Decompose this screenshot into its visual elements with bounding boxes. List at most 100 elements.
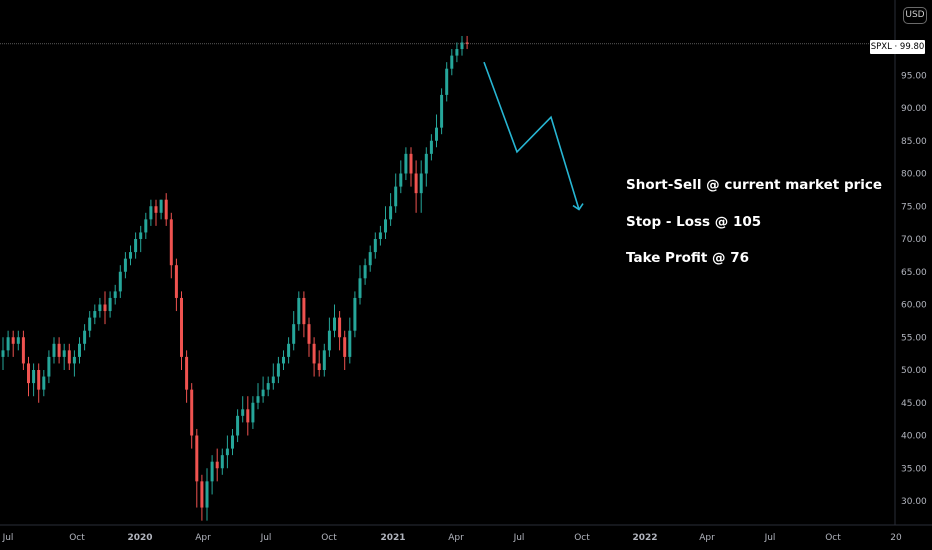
candle — [373, 232, 377, 259]
candle — [6, 330, 10, 357]
annotation-take-profit: Take Profit @ 76 — [626, 250, 750, 266]
candle-body — [292, 324, 296, 344]
candle — [103, 291, 107, 325]
y-tick-label: 30.00 — [901, 497, 927, 507]
candle-body — [88, 317, 92, 331]
x-tick-label: 2022 — [632, 533, 657, 543]
candle-body — [159, 199, 163, 213]
candle-body — [424, 153, 428, 174]
candle — [205, 468, 209, 521]
projection-line — [483, 61, 580, 210]
candle — [220, 448, 224, 475]
candle — [88, 311, 92, 338]
candle — [231, 428, 234, 456]
candle — [246, 396, 250, 436]
candle — [419, 160, 423, 213]
candle-body — [261, 389, 265, 397]
candle-body — [27, 363, 30, 384]
candle — [384, 206, 387, 239]
candle — [144, 212, 148, 239]
candle — [404, 147, 408, 181]
candle-body — [21, 337, 25, 364]
candle-body — [297, 297, 301, 325]
candle-body — [241, 409, 245, 416]
candle-body — [394, 186, 398, 207]
candle-body — [271, 376, 275, 384]
candle — [251, 396, 255, 429]
candle-body — [113, 291, 117, 298]
candle-body — [123, 258, 127, 272]
candle-body — [363, 265, 367, 279]
candle-body — [251, 402, 255, 423]
candle-body — [67, 350, 71, 364]
x-tick-label: 2020 — [127, 533, 152, 543]
candle — [32, 363, 36, 397]
candle — [134, 232, 138, 259]
candle-body — [215, 461, 219, 469]
candle-body — [429, 140, 433, 154]
candle — [123, 252, 127, 279]
candle — [215, 448, 219, 482]
x-tick-label: Jul — [513, 533, 525, 543]
y-tick-label: 40.00 — [901, 432, 927, 442]
candle-body — [200, 481, 204, 508]
candle-body — [134, 239, 138, 253]
candle — [27, 356, 30, 397]
candle — [241, 396, 245, 423]
candle — [338, 311, 342, 351]
x-tick-label: Apr — [699, 533, 715, 543]
candle — [93, 304, 97, 325]
candle-body — [108, 297, 112, 312]
candle — [11, 330, 15, 357]
candle-body — [322, 350, 326, 370]
candle-body — [220, 455, 224, 469]
candle — [210, 455, 214, 495]
candle-body — [205, 481, 209, 508]
candle — [42, 370, 46, 397]
candle — [225, 435, 229, 469]
candle-body — [312, 343, 316, 364]
candle-body — [404, 153, 408, 174]
candle-body — [307, 324, 311, 344]
candle — [180, 291, 183, 370]
candle — [271, 363, 275, 390]
candle-body — [154, 206, 158, 213]
x-tick-label: Oct — [574, 533, 590, 543]
candle — [113, 284, 117, 305]
x-tick-label: Apr — [195, 533, 211, 543]
candle — [266, 376, 270, 397]
candle-body — [103, 304, 107, 312]
candle — [368, 245, 372, 272]
y-tick-label: 55.00 — [901, 333, 927, 343]
candle-body — [62, 350, 66, 357]
candle — [394, 173, 398, 213]
candle — [414, 160, 418, 213]
candle — [440, 88, 444, 135]
candle — [108, 291, 112, 318]
candle-body — [164, 199, 168, 220]
candle-body — [389, 206, 393, 220]
y-tick-label: 60.00 — [901, 301, 927, 311]
candle-body — [450, 55, 454, 69]
currency-badge[interactable]: USD — [903, 7, 927, 24]
candle — [460, 35, 464, 56]
candle — [1, 337, 5, 370]
candle — [445, 62, 449, 102]
candle-body — [302, 297, 306, 325]
x-tick-label: Oct — [321, 533, 337, 543]
candle — [450, 49, 454, 76]
candle-body — [465, 42, 469, 44]
candle — [164, 193, 168, 226]
y-tick-label: 45.00 — [901, 399, 927, 409]
annotation-stop-loss: Stop - Loss @ 105 — [626, 214, 762, 230]
candle-body — [32, 370, 36, 384]
candle-body — [276, 363, 280, 377]
candle — [83, 324, 87, 351]
candle — [236, 409, 240, 443]
candle — [149, 199, 153, 226]
candle-body — [210, 461, 214, 482]
candle-body — [348, 330, 352, 357]
candle — [297, 291, 301, 331]
candle — [129, 245, 132, 266]
